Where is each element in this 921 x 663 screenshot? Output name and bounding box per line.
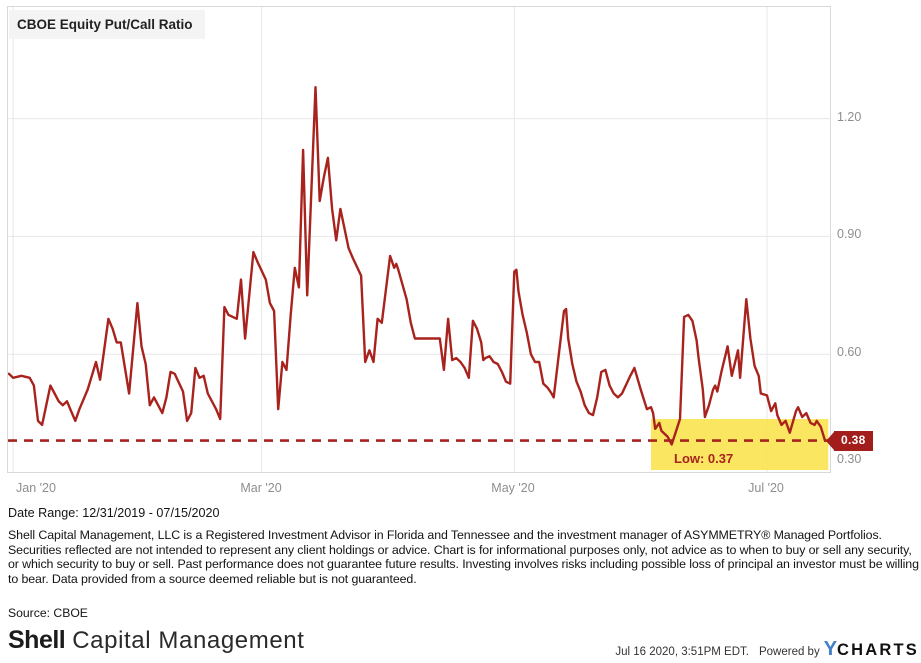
low-highlight-region [651, 419, 829, 470]
gridlines [8, 7, 830, 472]
put-call-ratio-chart: Low: 0.37 [8, 7, 830, 472]
disclaimer-text: Shell Capital Management, LLC is a Regis… [8, 528, 919, 586]
credit-row: Jul 16 2020, 3:51PM EDT. Powered by YCHA… [615, 638, 919, 661]
ycharts-logo: YCHARTS [824, 638, 919, 661]
last-value-tag: 0.38 [826, 431, 873, 451]
y-tick-label: 0.30 [837, 452, 862, 466]
put-call-ratio-line [8, 86, 827, 446]
ycharts-charts: CHARTS [837, 641, 919, 659]
y-tick-label: 0.60 [837, 345, 862, 359]
y-tick-label: 0.90 [837, 227, 862, 241]
source-label: Source: CBOE [8, 606, 88, 620]
timestamp: Jul 16 2020, 3:51PM EDT. [615, 646, 749, 658]
x-tick-label: Jul '20 [748, 481, 784, 495]
chart-title: CBOE Equity Put/Call Ratio [9, 10, 205, 39]
shell-logo-bold: Shell [8, 626, 66, 654]
low-annotation: Low: 0.37 [674, 451, 733, 466]
x-tick-label: May '20 [491, 481, 535, 495]
x-tick-label: Jan '20 [16, 481, 56, 495]
y-tick-label: 1.20 [837, 110, 862, 124]
ycharts-y: Y [823, 638, 838, 660]
x-tick-label: Mar '20 [240, 481, 282, 495]
shell-logo-light: Capital Management [72, 627, 305, 654]
powered-by-label: Powered by [758, 646, 820, 658]
date-range-label: Date Range: 12/31/2019 - 07/15/2020 [8, 506, 220, 520]
plot-area: Low: 0.37 [7, 6, 831, 473]
shell-capital-logo: Shell Capital Management [8, 626, 305, 655]
